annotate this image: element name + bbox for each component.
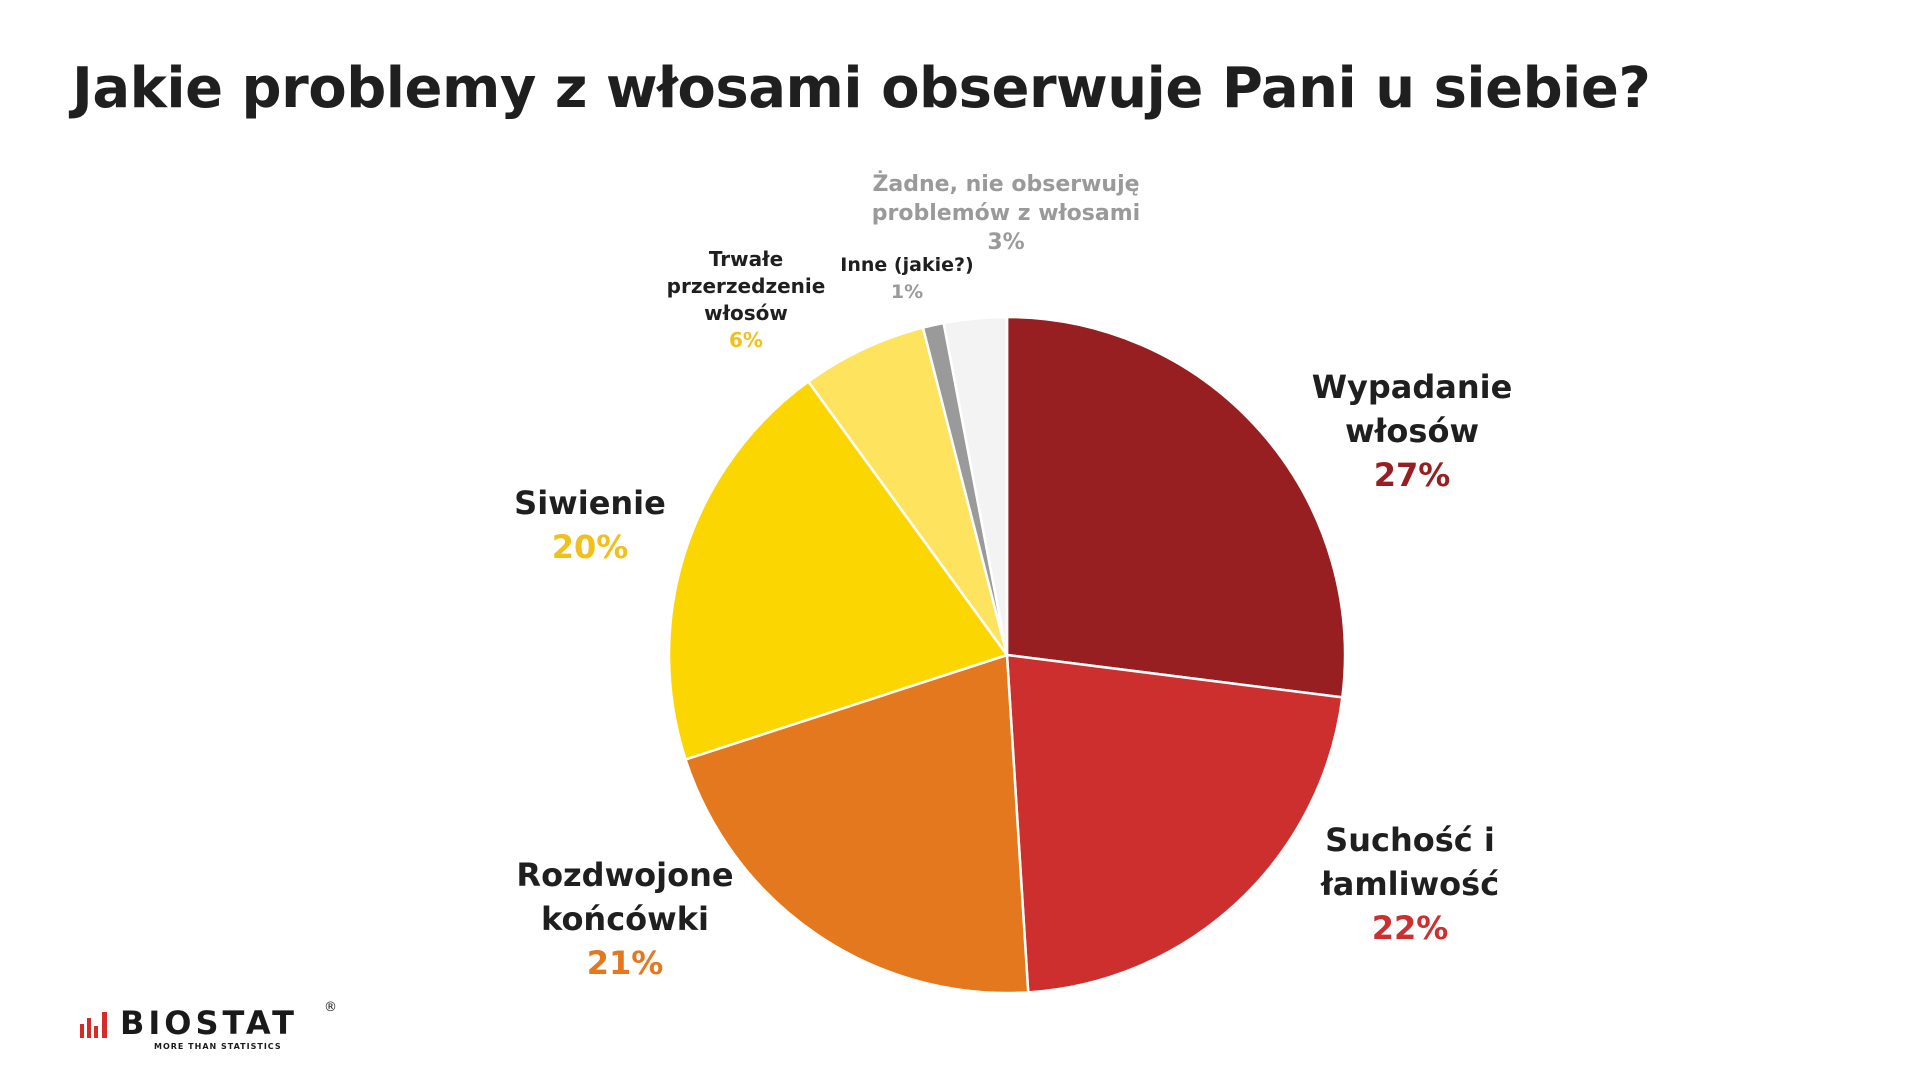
pie-slice <box>806 326 1009 656</box>
logo-bars-icon <box>80 1012 107 1038</box>
pie-slice <box>683 653 1030 995</box>
slice-value-label: 1% <box>891 281 923 303</box>
logo-wordmark: BIOSTAT <box>120 1004 298 1042</box>
pie-slice <box>942 315 1009 656</box>
slice-category-label: problemów z włosami <box>872 201 1140 226</box>
slice-category-label: Rozdwojone <box>516 856 733 894</box>
slice-category-label: końcówki <box>541 900 709 938</box>
slice-category-label: Suchość i <box>1325 821 1495 859</box>
slice-label: Trwałe przerzedzenie włosów 6% <box>667 247 826 352</box>
pie-slice <box>1005 653 1344 994</box>
slice-value-label: 3% <box>987 230 1024 255</box>
slice-value-label: 27% <box>1374 456 1451 494</box>
slice-value-label: 6% <box>729 328 763 352</box>
slice-label: Wypadanie włosów 27% <box>1312 368 1513 494</box>
slice-label: Inne (jakie?) 1% <box>840 254 973 303</box>
slice-value-label: 20% <box>552 528 629 566</box>
pie-slices <box>667 315 1347 995</box>
pie-slice <box>667 379 1010 762</box>
slice-value-label: 22% <box>1372 909 1449 947</box>
pie-slice <box>1005 315 1347 699</box>
slice-label: Siwienie 20% <box>514 484 666 566</box>
slice-category-label: Wypadanie <box>1312 368 1513 406</box>
slice-category-label: włosów <box>1345 412 1479 450</box>
biostat-logo: BIOSTAT ® MORE THAN STATISTICS <box>80 1000 350 1060</box>
slice-label: Rozdwojone końcówki 21% <box>516 856 733 982</box>
slice-category-label: przerzedzenie <box>667 274 826 298</box>
pie-chart: Wypadanie włosów 27% Suchość i łamliwość 22% R… <box>514 171 1512 995</box>
slice-category-label: Siwienie <box>514 484 666 522</box>
chart-title: Jakie problemy z włosami obserwuje Pani … <box>72 56 1651 121</box>
slice-category-label: włosów <box>704 301 788 325</box>
logo-registered-mark: ® <box>324 1000 337 1015</box>
slice-value-label: 21% <box>587 944 664 982</box>
slice-category-label: łamliwość <box>1320 865 1499 903</box>
slice-label: Żadne, nie obserwuję problemów z włosami 3… <box>872 171 1140 255</box>
logo-tagline: MORE THAN STATISTICS <box>154 1042 282 1051</box>
pie-labels: Wypadanie włosów 27% Suchość i łamliwość 22% R… <box>514 171 1512 982</box>
slice-label: Suchość i łamliwość 22% <box>1320 821 1499 947</box>
slice-category-label: Trwałe <box>709 247 783 271</box>
slice-category-label: Żadne, nie obserwuję <box>872 171 1139 197</box>
slice-category-label: Inne (jakie?) <box>840 254 973 276</box>
